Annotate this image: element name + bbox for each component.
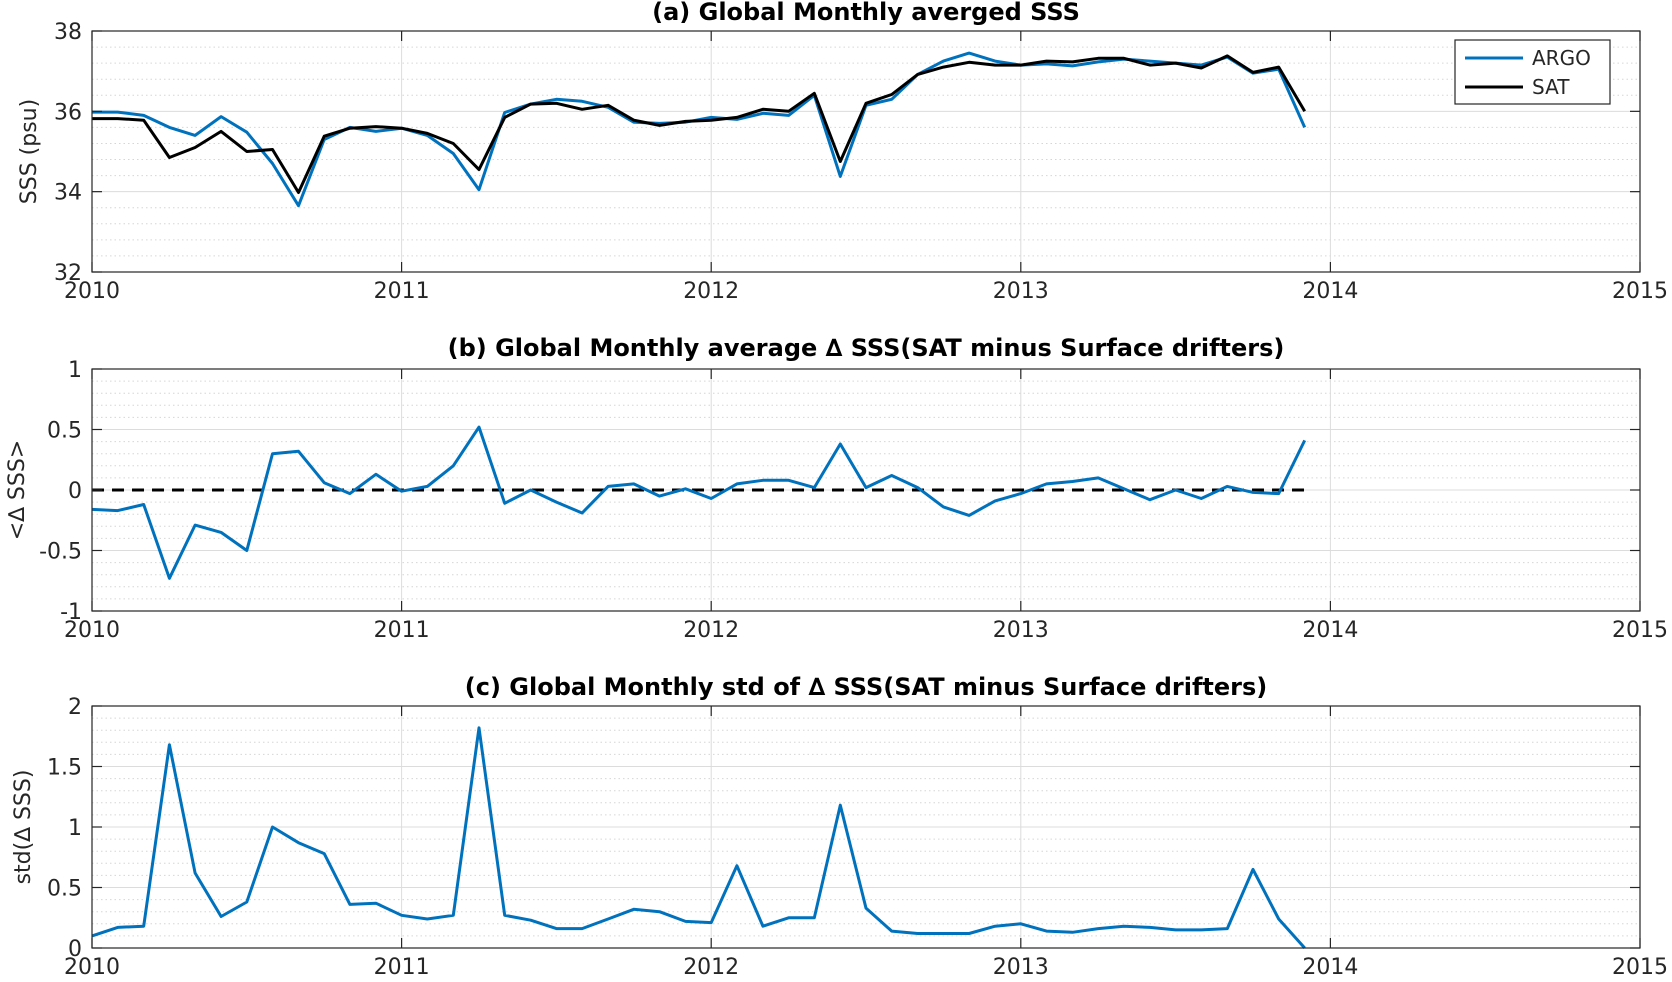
legend-label-sat: SAT [1532, 75, 1570, 99]
y-tick-label: 34 [54, 181, 82, 206]
legend-label-argo: ARGO [1532, 46, 1591, 70]
x-tick-label: 2015 [1612, 618, 1668, 643]
series-line-delta-sss [91, 726, 1306, 950]
x-tick-label: 2012 [683, 279, 739, 304]
x-tick-label: 2010 [64, 955, 120, 980]
x-tick-label: 2012 [683, 955, 739, 980]
panel-b-y-axis-label: <∆ SSS> [5, 440, 30, 540]
panel-a-title: (a) Global Monthly averged SSS [652, 0, 1080, 26]
y-tick-label: 32 [54, 261, 82, 286]
x-tick-label: 2012 [683, 618, 739, 643]
plot-layer: 2010 2011 2012 2013 2014 2015 -1 -0.5 0 0.5 1 [39, 358, 1668, 643]
series-line-delta-sss [91, 425, 1307, 580]
series-line-sat [92, 54, 1306, 194]
y-tick-label: -0.5 [39, 540, 82, 565]
x-tick-label: 2013 [993, 955, 1049, 980]
plot-layer: 2010 2011 2012 2013 2014 2015 0 0.5 1 1.5 2 [47, 695, 1668, 980]
x-tick-label: 2014 [1302, 955, 1358, 980]
panel-b: 2010 2011 2012 2013 2014 2015 -1 -0.5 0 0.5 1 (b) … [5, 334, 1668, 643]
y-tick-label: 2 [68, 695, 82, 720]
panel-a-y-axis-label: SSS (psu) [17, 99, 42, 204]
x-tick-label: 2011 [374, 955, 430, 980]
y-tick-label: 38 [54, 20, 82, 45]
y-tick-label: 0 [68, 937, 82, 962]
x-tick-label: 2010 [64, 279, 120, 304]
x-tick-label: 2015 [1612, 955, 1668, 980]
panel-b-title: (b) Global Monthly average ∆ SSS(SAT min… [448, 334, 1285, 362]
panel-c-y-axis-label: std(∆ SSS) [11, 770, 36, 885]
y-tick-label: -1 [60, 600, 82, 625]
x-tick-label: 2015 [1612, 279, 1668, 304]
y-tick-label: 1.5 [47, 756, 82, 781]
y-tick-label: 1 [68, 358, 82, 383]
x-tick-label: 2013 [993, 618, 1049, 643]
y-tick-label: 0 [68, 479, 82, 504]
y-tick-label: 0.5 [47, 877, 82, 902]
x-tick-label: 2013 [993, 279, 1049, 304]
x-tick-label: 2014 [1302, 618, 1358, 643]
panel-c-title: (c) Global Monthly std of ∆ SSS(SAT minu… [465, 673, 1267, 701]
y-tick-label: 1 [68, 816, 82, 841]
panel-a: 2010 2011 2012 2013 2014 2015 32 34 36 38 (a) Glo… [17, 0, 1668, 304]
x-tick-label: 2010 [64, 618, 120, 643]
x-tick-label: 2011 [374, 618, 430, 643]
panel-a-legend: ARGO SAT [1454, 39, 1611, 105]
x-tick-label: 2011 [374, 279, 430, 304]
plot-layer: 2010 2011 2012 2013 2014 2015 32 34 36 38 [54, 20, 1668, 304]
y-tick-label: 0.5 [47, 419, 82, 444]
legend-box [1454, 39, 1611, 105]
panel-c: 2010 2011 2012 2013 2014 2015 0 0.5 1 1.5 2 (c) Gl… [11, 673, 1668, 980]
x-tick-label: 2014 [1302, 279, 1358, 304]
y-tick-label: 36 [54, 100, 82, 125]
axes-frame [91, 30, 1641, 273]
